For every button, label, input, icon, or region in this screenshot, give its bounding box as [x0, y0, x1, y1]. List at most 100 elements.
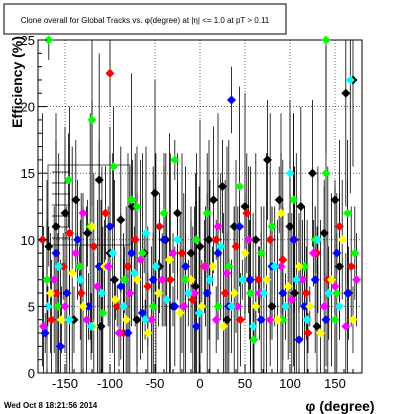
data-point	[94, 175, 104, 185]
data-point	[127, 248, 137, 258]
data-point	[321, 315, 331, 325]
data-point	[343, 288, 353, 298]
data-point	[272, 315, 282, 325]
data-point	[308, 168, 317, 178]
data-point	[116, 215, 126, 225]
data-point	[132, 202, 142, 211]
data-point	[137, 308, 147, 318]
data-point	[254, 275, 263, 285]
data-point	[256, 315, 266, 325]
data-point	[150, 188, 160, 198]
data-point	[159, 208, 169, 218]
data-point	[56, 315, 66, 325]
data-point	[316, 328, 326, 338]
x-tick-label: -50	[146, 376, 165, 391]
data-point	[335, 221, 344, 231]
data-point	[294, 335, 304, 345]
data-point	[294, 261, 304, 271]
data-point	[208, 261, 218, 271]
data-point	[350, 248, 360, 258]
data-point	[97, 288, 107, 298]
data-point	[40, 328, 50, 338]
data-point	[222, 268, 232, 278]
data-point	[191, 281, 200, 291]
data-point	[46, 288, 56, 298]
data-point	[197, 301, 207, 311]
data-point	[125, 288, 135, 298]
data-point	[127, 195, 137, 205]
data-point	[330, 195, 340, 205]
x-tick-label: 150	[324, 376, 346, 391]
title-box	[3, 3, 287, 35]
data-point	[191, 235, 201, 245]
data-point	[276, 261, 286, 271]
data-point	[267, 301, 277, 311]
x-tick-label: -100	[97, 376, 123, 391]
data-point	[251, 235, 261, 245]
data-point	[332, 248, 342, 258]
data-point	[105, 68, 115, 78]
data-point	[89, 241, 99, 251]
data-point	[179, 301, 189, 311]
data-point	[54, 261, 64, 271]
data-point	[132, 315, 142, 325]
data-point	[285, 168, 295, 178]
data-point	[233, 301, 243, 311]
data-point	[291, 275, 301, 285]
data-point	[240, 202, 250, 211]
data-point	[82, 315, 92, 325]
data-point	[92, 281, 102, 291]
data-point	[78, 301, 88, 311]
y-tick-label: 5	[28, 299, 35, 314]
data-point	[140, 315, 150, 325]
data-point	[263, 155, 272, 165]
data-point	[335, 261, 344, 271]
data-point	[235, 182, 245, 192]
data-point	[181, 261, 191, 271]
data-point	[186, 275, 196, 285]
y-tick-label: 10	[21, 233, 35, 248]
x-tick-label: -150	[52, 376, 78, 391]
data-point	[47, 315, 56, 325]
data-point	[175, 308, 185, 318]
data-point	[162, 295, 172, 305]
data-point	[298, 275, 308, 285]
data-point	[242, 208, 252, 218]
y-tick-label: 25	[21, 33, 35, 48]
data-point	[168, 248, 178, 258]
data-point	[202, 208, 212, 218]
data-point	[49, 275, 59, 285]
data-point	[114, 328, 124, 338]
data-point	[224, 261, 234, 271]
data-point	[137, 248, 147, 258]
data-point	[216, 241, 226, 251]
data-point	[103, 261, 113, 271]
data-point	[87, 115, 97, 125]
data-point	[213, 221, 223, 231]
data-point	[341, 88, 351, 98]
data-point	[56, 341, 65, 351]
data-point	[302, 315, 312, 325]
data-point	[51, 221, 61, 231]
data-point	[205, 275, 215, 285]
data-point	[305, 301, 315, 311]
data-point	[53, 301, 63, 311]
data-point	[278, 315, 288, 325]
data-point	[211, 315, 221, 325]
data-point	[321, 35, 331, 45]
data-point	[202, 288, 212, 298]
data-point	[330, 281, 340, 291]
data-point	[78, 208, 88, 218]
data-point	[308, 248, 318, 258]
data-point	[296, 202, 306, 211]
data-point	[229, 221, 239, 231]
data-point	[290, 288, 299, 298]
data-point	[116, 281, 126, 291]
data-point	[67, 268, 77, 278]
data-point	[148, 275, 158, 285]
data-point	[229, 288, 239, 298]
data-point	[87, 221, 97, 231]
data-point	[38, 321, 48, 331]
data-point	[274, 195, 284, 205]
data-point	[83, 301, 93, 311]
